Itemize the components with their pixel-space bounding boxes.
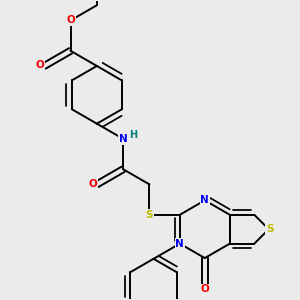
Text: O: O — [66, 15, 75, 26]
Text: S: S — [266, 224, 274, 234]
Text: O: O — [36, 60, 45, 70]
Text: N: N — [119, 134, 128, 144]
Text: O: O — [200, 284, 209, 294]
Text: S: S — [146, 210, 153, 220]
Text: H: H — [129, 130, 137, 140]
Text: O: O — [88, 179, 97, 189]
Text: N: N — [176, 238, 184, 249]
Text: N: N — [200, 195, 209, 206]
